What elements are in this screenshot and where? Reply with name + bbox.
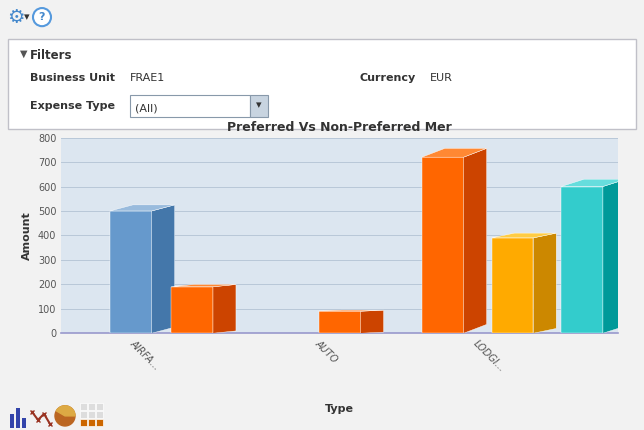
Bar <box>80 419 87 426</box>
Text: EUR: EUR <box>430 73 453 83</box>
Text: ▼: ▼ <box>20 49 28 59</box>
Bar <box>22 418 26 428</box>
Legend: American Airlines, Non-Preferred Merchant, Hilton Hotels, Marriott: American Airlines, Non-Preferred Merchan… <box>129 427 551 430</box>
FancyBboxPatch shape <box>8 39 636 129</box>
Text: ⚙: ⚙ <box>7 8 24 27</box>
Bar <box>88 411 95 418</box>
Y-axis label: Amount: Amount <box>23 211 32 260</box>
Text: (All): (All) <box>135 103 158 113</box>
Bar <box>16 408 20 428</box>
Polygon shape <box>603 179 626 333</box>
Bar <box>88 403 95 410</box>
Bar <box>96 411 103 418</box>
Polygon shape <box>422 148 487 157</box>
FancyBboxPatch shape <box>250 95 268 117</box>
Text: FRAE1: FRAE1 <box>130 73 166 83</box>
Polygon shape <box>561 179 626 187</box>
Text: ▾: ▾ <box>256 100 262 110</box>
Polygon shape <box>491 233 556 238</box>
Text: Currency: Currency <box>360 73 416 83</box>
Bar <box>80 411 87 418</box>
Polygon shape <box>152 205 175 333</box>
Bar <box>110 211 152 333</box>
Circle shape <box>55 406 75 426</box>
Bar <box>171 287 213 333</box>
Bar <box>561 187 603 333</box>
Polygon shape <box>464 148 487 333</box>
Bar <box>491 238 533 333</box>
Polygon shape <box>361 310 384 333</box>
Polygon shape <box>171 285 236 287</box>
Bar <box>319 311 361 333</box>
Text: Expense Type: Expense Type <box>30 101 115 111</box>
Text: Business Unit: Business Unit <box>30 73 115 83</box>
X-axis label: Type: Type <box>325 404 354 414</box>
Polygon shape <box>319 310 384 311</box>
Title: Preferred Vs Non-Preferred Mer: Preferred Vs Non-Preferred Mer <box>227 121 452 134</box>
Text: ?: ? <box>39 12 45 22</box>
Bar <box>10 414 14 428</box>
Wedge shape <box>56 406 75 416</box>
Text: ▾: ▾ <box>24 12 30 22</box>
Text: Filters: Filters <box>30 49 73 62</box>
Bar <box>96 419 103 426</box>
Polygon shape <box>213 285 236 333</box>
Circle shape <box>33 8 51 26</box>
FancyBboxPatch shape <box>130 95 250 117</box>
Polygon shape <box>533 233 556 333</box>
Bar <box>88 419 95 426</box>
Bar <box>80 403 87 410</box>
Bar <box>422 157 464 333</box>
Bar <box>96 403 103 410</box>
Polygon shape <box>110 205 175 211</box>
